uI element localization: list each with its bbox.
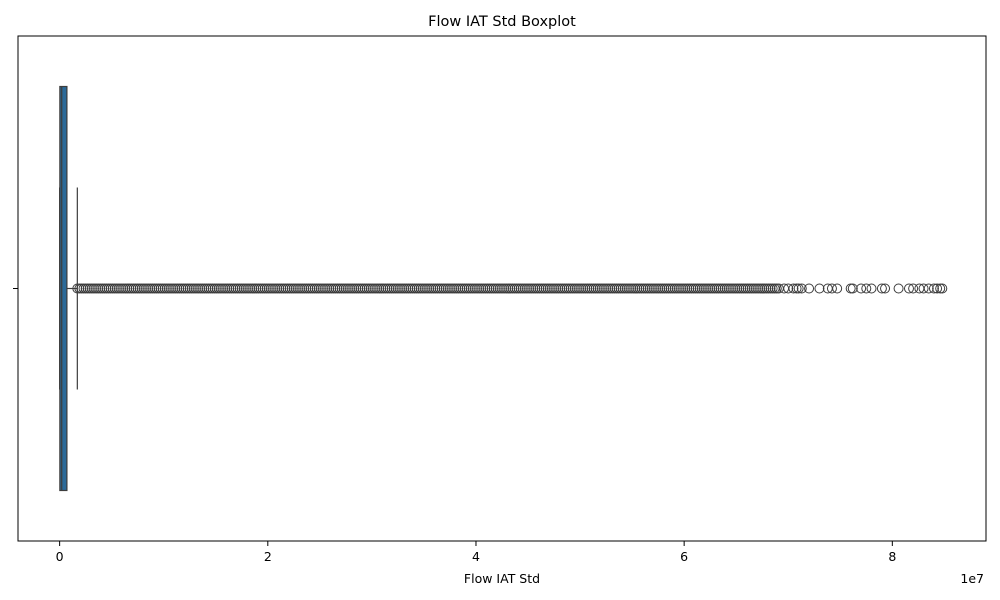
outlier-point [861,283,872,294]
outlier-point [876,283,887,294]
outlier-point [866,283,877,294]
outlier-point [928,283,939,294]
outlier-point [804,283,815,294]
outlier-point [880,283,891,294]
outlier-point [893,283,904,294]
outlier-point [783,283,794,294]
x-tick-label: 8 [888,549,896,564]
outlier-point [788,283,799,294]
outlier-point [923,283,934,294]
x-axis-scale-label: 1e7 [960,571,984,586]
outlier-point [903,283,914,294]
outlier-point [814,283,825,294]
outlier-point [793,283,804,294]
outlier-point [796,283,807,294]
outlier-point [937,283,948,294]
x-tick-label: 2 [264,549,272,564]
outlier-markers [72,283,948,294]
outlier-point [826,283,837,294]
outlier-point [845,283,856,294]
outlier-point [932,283,943,294]
x-axis-label: Flow IAT Std [464,571,540,586]
outlier-point [908,283,919,294]
outlier-point [832,283,843,294]
box-iqr [59,85,68,492]
outlier-point [856,283,867,294]
x-tick-label: 6 [680,549,688,564]
x-axis: 0 2 4 6 8 [56,541,896,564]
chart-title: Flow IAT Std Boxplot [428,14,576,30]
x-tick-label: 4 [472,549,480,564]
box-group [59,85,78,492]
outlier-point [918,283,929,294]
x-tick-label: 0 [56,549,64,564]
outlier-point [847,283,858,294]
